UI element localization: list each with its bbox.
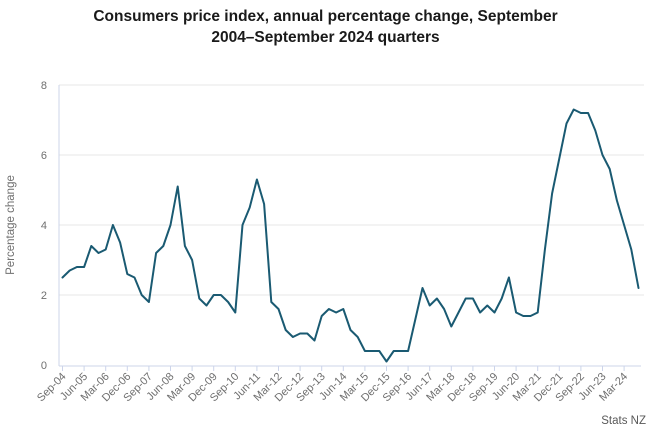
axes xyxy=(58,85,641,371)
gridlines xyxy=(59,84,644,296)
chart-title-line1: Consumers price index, annual percentage… xyxy=(93,8,558,25)
data-series xyxy=(61,108,640,363)
y-tick-label: 0 xyxy=(41,360,47,372)
source-label: Stats NZ xyxy=(601,415,646,427)
cpi-line xyxy=(61,108,640,363)
y-tick-label: 8 xyxy=(41,80,47,92)
y-tick-label: 2 xyxy=(41,290,47,302)
y-tick-label: 4 xyxy=(41,220,47,232)
y-axis-title: Percentage change xyxy=(5,175,17,275)
chart-title: Consumers price index, annual percentage… xyxy=(0,6,651,48)
y-tick-label: 6 xyxy=(41,150,47,162)
chart-title-line2: 2004–September 2024 quarters xyxy=(211,29,440,46)
axis-labels: 02468Sep-04Jun-05Mar-06Dec-06Sep-07Jun-0… xyxy=(35,80,630,404)
